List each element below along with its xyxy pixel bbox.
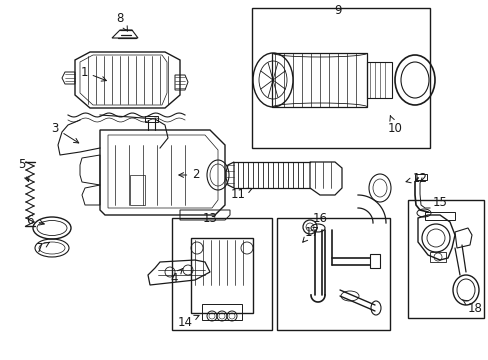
Text: 10: 10	[387, 116, 402, 135]
Text: 15: 15	[432, 195, 447, 208]
Text: 6: 6	[26, 213, 44, 226]
Text: 4: 4	[170, 269, 182, 284]
Text: 9: 9	[334, 4, 341, 17]
Text: 11: 11	[230, 188, 251, 202]
Bar	[424, 212, 454, 220]
Bar	[414, 174, 426, 180]
Bar	[369, 254, 379, 268]
Text: 8: 8	[116, 12, 127, 31]
Text: 3: 3	[51, 122, 79, 143]
Text: 17: 17	[302, 225, 319, 242]
Text: 13: 13	[202, 211, 217, 225]
Bar	[172, 218, 271, 330]
Text: 5: 5	[18, 158, 29, 181]
Text: 16: 16	[312, 211, 327, 225]
Bar	[202, 304, 242, 320]
Bar	[251, 8, 429, 148]
Text: 14: 14	[177, 315, 199, 328]
Bar	[276, 218, 389, 330]
Bar	[271, 53, 366, 107]
Bar	[191, 238, 252, 313]
Bar	[366, 62, 391, 98]
Text: 1: 1	[80, 66, 106, 81]
Text: 12: 12	[405, 171, 427, 184]
Bar	[429, 252, 445, 262]
Text: 18: 18	[462, 300, 482, 315]
Text: 2: 2	[179, 168, 199, 181]
Bar	[145, 116, 158, 122]
Text: 7: 7	[36, 242, 49, 255]
Bar	[407, 200, 483, 318]
